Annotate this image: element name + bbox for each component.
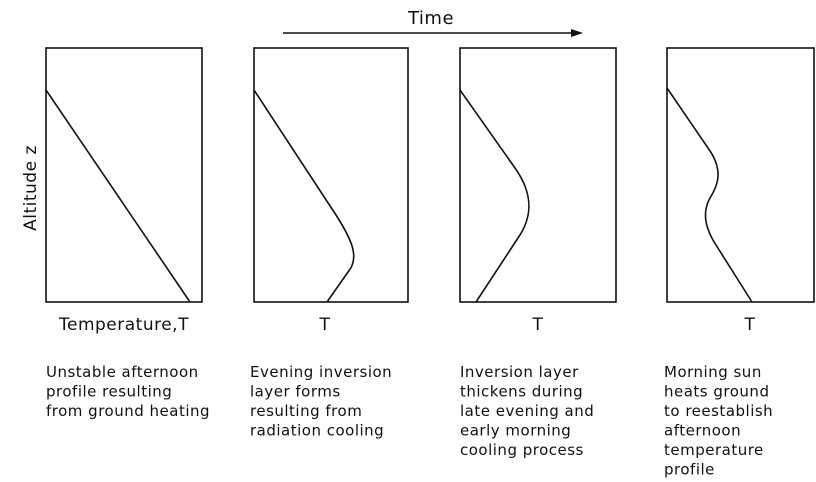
caption-line: radiation cooling bbox=[250, 422, 384, 440]
caption-line: heats ground bbox=[664, 383, 769, 401]
caption-line: Morning sun bbox=[664, 363, 762, 381]
caption-line: early morning bbox=[460, 422, 571, 440]
panel-box bbox=[253, 47, 409, 303]
profile-curve bbox=[253, 89, 355, 303]
caption-line: profile bbox=[664, 461, 715, 479]
caption-line: cooling process bbox=[460, 441, 584, 459]
panel-box bbox=[459, 47, 617, 303]
caption-line: Inversion layer bbox=[460, 363, 579, 381]
panel-box bbox=[666, 47, 815, 303]
x-axis-label: T bbox=[319, 315, 331, 335]
profile-curve bbox=[45, 89, 191, 303]
x-axis-label: T bbox=[744, 315, 756, 335]
caption-line: layer forms bbox=[250, 383, 341, 401]
captions: Unstable afternoon profile resultingfrom … bbox=[46, 363, 773, 479]
y-axis-label: Altitude z bbox=[21, 145, 41, 231]
caption-line: thickens during bbox=[460, 383, 583, 401]
time-arrowhead bbox=[571, 29, 583, 37]
caption-line: profile resulting bbox=[46, 383, 172, 401]
caption-line: late evening and bbox=[460, 402, 594, 420]
caption-line: Unstable afternoon bbox=[46, 363, 199, 381]
caption-line: temperature bbox=[664, 441, 764, 459]
caption-line: from ground heating bbox=[46, 402, 210, 420]
x-axis-label: Temperature,T bbox=[58, 315, 189, 335]
caption-line: to reestablish bbox=[664, 402, 773, 420]
profile-curve bbox=[666, 87, 753, 303]
time-label: Time bbox=[407, 8, 454, 29]
profile-curve bbox=[459, 89, 530, 303]
caption-line: resulting from bbox=[250, 402, 362, 420]
caption-line: afternoon bbox=[664, 422, 741, 440]
caption-line: Evening inversion bbox=[250, 363, 392, 381]
x-axis-label: T bbox=[532, 315, 544, 335]
panel-box bbox=[45, 47, 203, 303]
